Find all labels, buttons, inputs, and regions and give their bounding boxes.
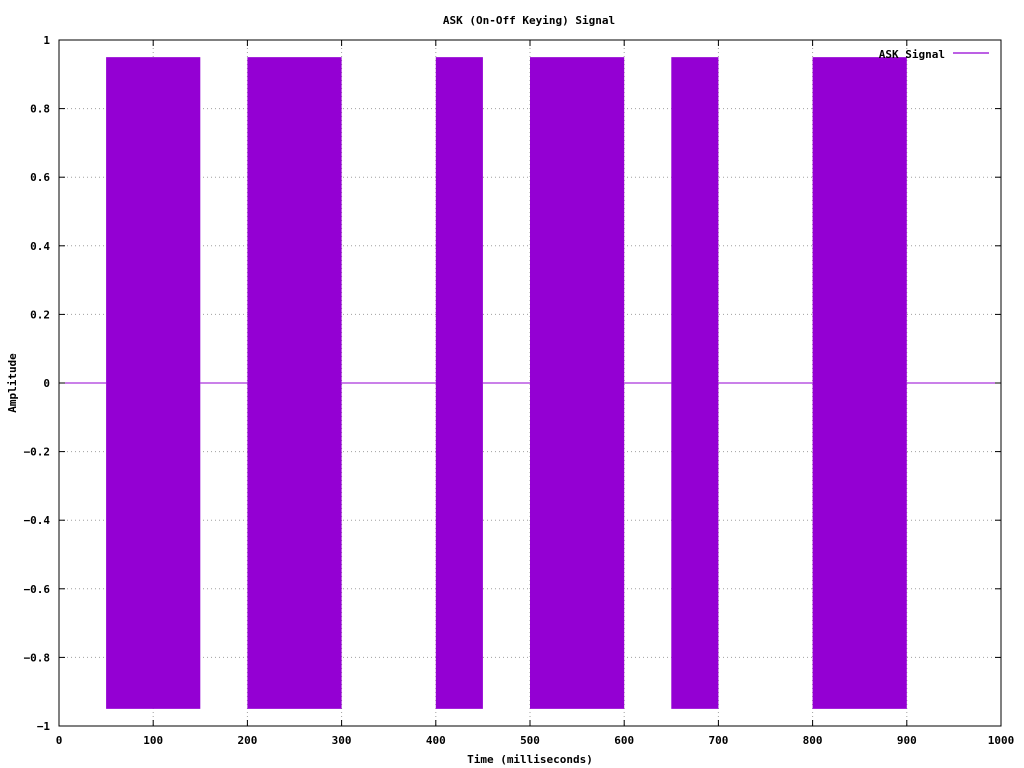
y-axis-label: Amplitude <box>6 353 19 413</box>
x-tick-label: 900 <box>897 734 917 747</box>
x-tick-label: 300 <box>332 734 352 747</box>
y-tick-label: −0.2 <box>24 446 51 459</box>
signal-on-burst <box>671 57 719 709</box>
y-tick-labels: −1 −0.8 −0.6 −0.4 −0.2 0 0.2 0.4 0.6 0.8 1 <box>24 34 51 733</box>
y-tick-label: −0.4 <box>24 514 51 527</box>
x-tick-labels: 0 100 200 300 400 500 600 700 800 900 1000 <box>56 734 1015 747</box>
y-tick-label: 0 <box>43 377 50 390</box>
x-axis-label: Time (milliseconds) <box>467 753 593 766</box>
x-tick-label: 200 <box>237 734 257 747</box>
x-tick-label: 700 <box>708 734 728 747</box>
x-tick-label: 0 <box>56 734 63 747</box>
x-tick-label: 400 <box>426 734 446 747</box>
legend-label: ASK Signal <box>879 48 945 61</box>
signal-on-burst <box>106 57 201 709</box>
plot-frame <box>58 39 1002 727</box>
chart-title: ASK (On-Off Keying) Signal <box>443 14 615 27</box>
y-tick-label: −0.6 <box>24 583 51 596</box>
x-tick-label: 500 <box>520 734 540 747</box>
x-tick-label: 800 <box>803 734 823 747</box>
x-tick-label: 100 <box>143 734 163 747</box>
y-tick-label: 0.2 <box>30 308 50 321</box>
y-tick-label: 1 <box>43 34 50 47</box>
y-tick-label: 0.6 <box>30 171 50 184</box>
plot-area <box>59 57 1001 709</box>
y-tick-label: −0.8 <box>24 651 51 664</box>
x-tick-label: 600 <box>614 734 634 747</box>
legend: ASK Signal <box>879 48 989 61</box>
y-tick-label: 0.8 <box>30 103 50 116</box>
y-tick-label: −1 <box>37 720 51 733</box>
signal-on-burst <box>435 57 483 709</box>
signal-on-burst <box>812 57 907 709</box>
signal-on-burst <box>530 57 625 709</box>
signal-on-burst <box>247 57 342 709</box>
x-tick-label: 1000 <box>988 734 1015 747</box>
y-tick-label: 0.4 <box>30 240 50 253</box>
